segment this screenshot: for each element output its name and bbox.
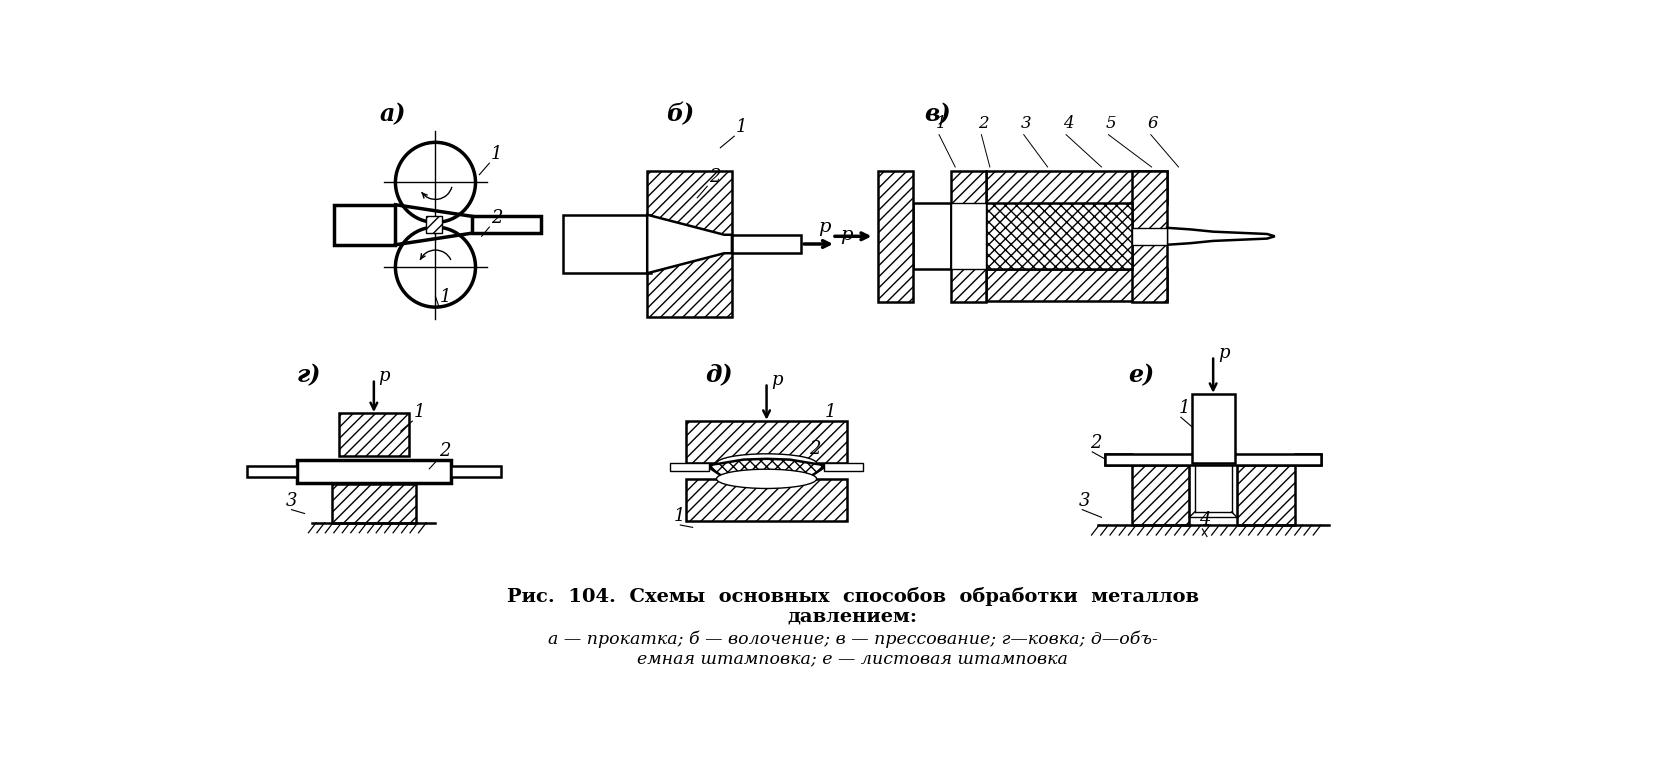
Bar (1132, 170, 1166, 302)
Text: 1: 1 (735, 118, 747, 136)
Bar (879, 170, 914, 302)
Polygon shape (1105, 454, 1190, 525)
Text: p: p (770, 371, 782, 389)
Polygon shape (1236, 454, 1321, 525)
Polygon shape (647, 215, 732, 273)
Polygon shape (709, 459, 824, 488)
Bar (987, 269, 1166, 301)
Text: 2: 2 (809, 440, 820, 458)
Text: давлением:: давлением: (787, 608, 919, 626)
Text: p: p (1218, 344, 1230, 362)
Text: Рис.  104.  Схемы  основных  способов  обработки  металлов: Рис. 104. Схемы основных способов обрабо… (508, 587, 1198, 606)
Polygon shape (426, 217, 441, 233)
Text: 1: 1 (935, 116, 947, 132)
Polygon shape (1166, 228, 1275, 245)
Bar (686, 421, 847, 464)
Text: 2: 2 (439, 442, 451, 460)
Bar (1105, 454, 1321, 465)
Bar (732, 235, 800, 253)
Text: 1: 1 (1178, 400, 1190, 418)
Bar (987, 171, 1166, 204)
Bar (339, 414, 408, 456)
Bar (331, 484, 416, 522)
Text: 2: 2 (709, 168, 721, 186)
Bar (671, 464, 709, 471)
Text: p: p (840, 226, 852, 244)
Polygon shape (647, 248, 732, 317)
Polygon shape (647, 170, 732, 240)
Text: г): г) (296, 364, 321, 388)
Bar (334, 205, 396, 245)
Text: 3: 3 (1078, 492, 1090, 510)
Text: д): д) (706, 364, 732, 388)
Bar (562, 215, 651, 273)
Text: 2: 2 (1090, 434, 1102, 452)
Text: 3: 3 (1020, 116, 1032, 132)
Bar (952, 170, 987, 302)
Text: 1: 1 (824, 404, 835, 421)
Bar (296, 460, 451, 482)
Bar (686, 479, 847, 521)
Text: p: p (378, 367, 389, 385)
Text: а): а) (379, 102, 406, 126)
Bar (1132, 228, 1166, 245)
Text: б): б) (667, 102, 694, 126)
Text: 2: 2 (978, 116, 988, 132)
Bar (471, 217, 541, 233)
Bar (1193, 394, 1235, 464)
Text: в): в) (925, 102, 952, 126)
Text: 1: 1 (491, 145, 503, 163)
Text: е): е) (1128, 364, 1155, 388)
Text: емная штамповка; е — листовая штамповка: емная штамповка; е — листовая штамповка (637, 651, 1068, 668)
Bar (952, 203, 987, 269)
Bar (824, 464, 864, 471)
Text: 2: 2 (491, 210, 503, 228)
Text: а — прокатка; б — волочение; в — прессование; г—ковка; д—объ-: а — прокатка; б — волочение; в — прессов… (547, 631, 1158, 648)
Text: 1: 1 (674, 508, 686, 526)
Text: 3: 3 (285, 492, 296, 510)
Bar (914, 203, 952, 269)
Bar (987, 203, 1132, 269)
Text: 6: 6 (1148, 116, 1158, 132)
Ellipse shape (717, 454, 817, 473)
Ellipse shape (717, 469, 817, 489)
Text: 5: 5 (1105, 116, 1117, 132)
Text: 4: 4 (1200, 511, 1211, 529)
Bar (246, 466, 296, 476)
Text: p: p (819, 217, 830, 235)
Text: 1: 1 (414, 404, 426, 421)
Bar (451, 466, 501, 476)
Text: 1: 1 (439, 288, 451, 306)
Text: 4: 4 (1063, 116, 1073, 132)
